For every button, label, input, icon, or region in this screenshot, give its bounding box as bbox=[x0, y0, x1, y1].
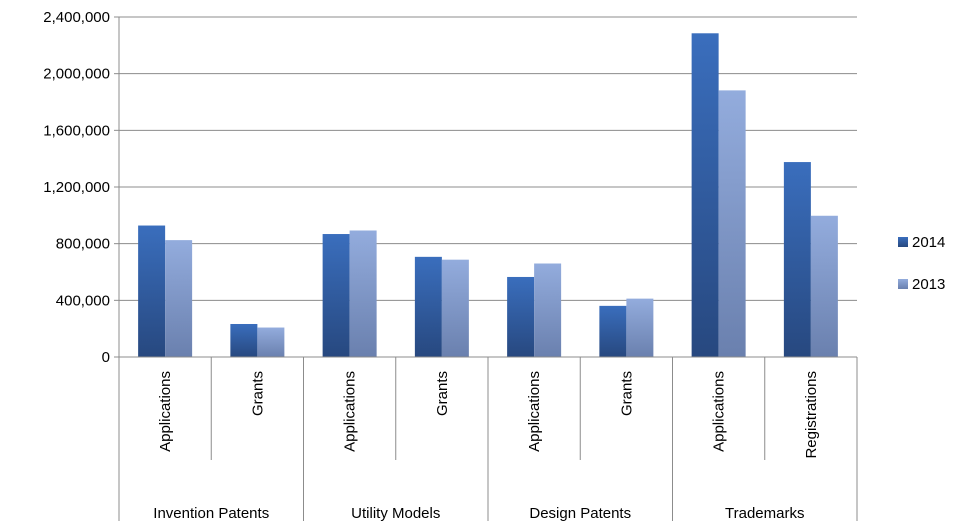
x-category-label: Applications bbox=[342, 371, 359, 452]
bar-2013-7 bbox=[810, 215, 838, 357]
x-category-label: Grants bbox=[249, 371, 266, 416]
bar-2014-1 bbox=[230, 323, 258, 357]
x-category-label: Applications bbox=[711, 371, 728, 452]
bar-2014-4 bbox=[507, 276, 535, 357]
legend-item-2014: 2014 bbox=[898, 232, 960, 252]
bar-2013-1 bbox=[257, 327, 285, 357]
x-category-label: Grants bbox=[618, 371, 635, 416]
legend-label-2014: 2014 bbox=[912, 233, 946, 251]
bar-2013-2 bbox=[349, 230, 377, 357]
x-category-label: Registrations bbox=[803, 371, 820, 459]
x-category-label: Applications bbox=[526, 371, 543, 452]
bar-2014-3 bbox=[414, 256, 442, 357]
bar-2014-6 bbox=[691, 33, 719, 358]
y-tick-label: 2,000,000 bbox=[43, 66, 110, 83]
x-group-label: Utility Models bbox=[351, 505, 440, 522]
bar-2013-6 bbox=[718, 90, 746, 357]
x-group-label: Design Patents bbox=[529, 505, 631, 522]
legend-swatch-2014 bbox=[898, 237, 908, 247]
y-axis-ticks: 0 400,000 800,000 1,200,000 1,600,000 2,000,0… bbox=[43, 9, 110, 366]
legend-swatch-2013 bbox=[898, 279, 908, 289]
x-group-label: Trademarks bbox=[725, 505, 804, 522]
bar-2014-0 bbox=[138, 225, 166, 357]
y-tick-label: 400,000 bbox=[56, 292, 110, 309]
y-tick-label: 1,600,000 bbox=[43, 122, 110, 139]
legend-label-2013: 2013 bbox=[912, 275, 946, 293]
bars bbox=[138, 33, 838, 358]
bar-2013-3 bbox=[441, 259, 469, 357]
bar-2013-5 bbox=[626, 298, 654, 357]
bar-2014-7 bbox=[783, 162, 811, 357]
x-axis: Applications Grants Applications Grants Appl… bbox=[118, 17, 858, 522]
x-category-label: Grants bbox=[434, 371, 451, 416]
bar-2014-2 bbox=[322, 234, 350, 357]
y-tick-label: 0 bbox=[102, 349, 110, 366]
y-tick-label: 800,000 bbox=[56, 236, 110, 253]
bar-2014-5 bbox=[599, 305, 627, 357]
legend: 2014 2013 bbox=[898, 232, 960, 316]
legend-item-2013: 2013 bbox=[898, 274, 960, 294]
x-group-label: Invention Patents bbox=[153, 505, 269, 522]
y-tick-label: 1,200,000 bbox=[43, 179, 110, 196]
y-tick-label: 2,400,000 bbox=[43, 9, 110, 26]
bar-2013-0 bbox=[165, 240, 193, 357]
x-category-label: Applications bbox=[157, 371, 174, 452]
bar-2013-4 bbox=[534, 263, 562, 357]
